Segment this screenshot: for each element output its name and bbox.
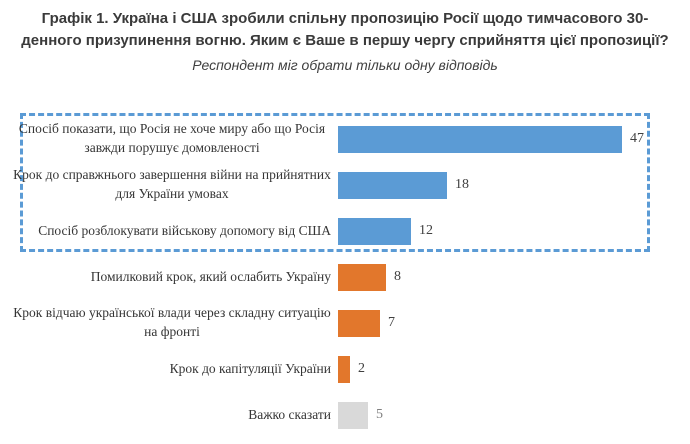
- bar-zone: 8: [338, 263, 690, 291]
- value-label: 2: [358, 361, 365, 376]
- category-label: Помилковий крок, який ослабить Україну: [90, 268, 331, 284]
- bar-zone: 12: [338, 217, 690, 245]
- category-label-column: Крок до справжнього завершення війни на …: [0, 166, 338, 204]
- bar-row: Спосіб розблокувати військову допомогу в…: [0, 208, 690, 254]
- bar-zone: 18: [338, 171, 690, 199]
- bar-zone: 7: [338, 309, 690, 337]
- value-label: 8: [394, 269, 401, 284]
- bar-row: Спосіб показати, що Росія не хоче миру а…: [0, 116, 690, 162]
- category-label-column: Спосіб розблокувати військову допомогу в…: [0, 222, 338, 241]
- bar: [338, 217, 411, 245]
- bar-row: Крок до капітуляції України 2: [0, 346, 690, 392]
- bar-row: Крок до справжнього завершення війни на …: [0, 162, 690, 208]
- bar-zone: 5: [338, 401, 690, 429]
- bar-row: Крок відчаю української влади через скла…: [0, 300, 690, 346]
- category-label: Спосіб розблокувати військову допомогу в…: [38, 222, 331, 238]
- bar: [338, 309, 380, 337]
- category-label: Спосіб показати, що Росія не хоче миру а…: [18, 121, 326, 155]
- value-label: 12: [419, 223, 433, 238]
- category-label: Важко сказати: [248, 406, 331, 422]
- bar-row: Помилковий крок, який ослабить Україну 8: [0, 254, 690, 300]
- category-label-column: Крок до капітуляції України: [0, 360, 338, 379]
- value-label: 7: [388, 315, 395, 330]
- value-label: 5: [376, 407, 383, 422]
- category-label: Крок відчаю української влади через скла…: [13, 305, 331, 339]
- bar: [338, 401, 368, 429]
- category-label: Крок до справжнього завершення війни на …: [13, 167, 331, 201]
- category-label-column: Важко сказати: [0, 406, 338, 425]
- chart-title: Графік 1. Україна і США зробили спільну …: [21, 10, 669, 49]
- value-label: 18: [455, 177, 469, 192]
- category-label-column: Крок відчаю української влади через скла…: [0, 304, 338, 342]
- bar-row: Важко сказати 5: [0, 392, 690, 438]
- bar: [338, 171, 447, 199]
- bar: [338, 125, 622, 153]
- category-label-column: Спосіб показати, що Росія не хоче миру а…: [0, 120, 338, 158]
- chart-subtitle: Респондент міг обрати тільки одну відпов…: [192, 57, 498, 73]
- plot-area: Спосіб показати, що Росія не хоче миру а…: [0, 116, 690, 438]
- bar: [338, 263, 386, 291]
- category-label: Крок до капітуляції України: [169, 360, 331, 376]
- category-label-column: Помилковий крок, який ослабить Україну: [0, 268, 338, 287]
- bar-zone: 47: [338, 125, 690, 153]
- bar-zone: 2: [338, 355, 690, 383]
- value-label: 47: [630, 131, 644, 146]
- bar: [338, 355, 350, 383]
